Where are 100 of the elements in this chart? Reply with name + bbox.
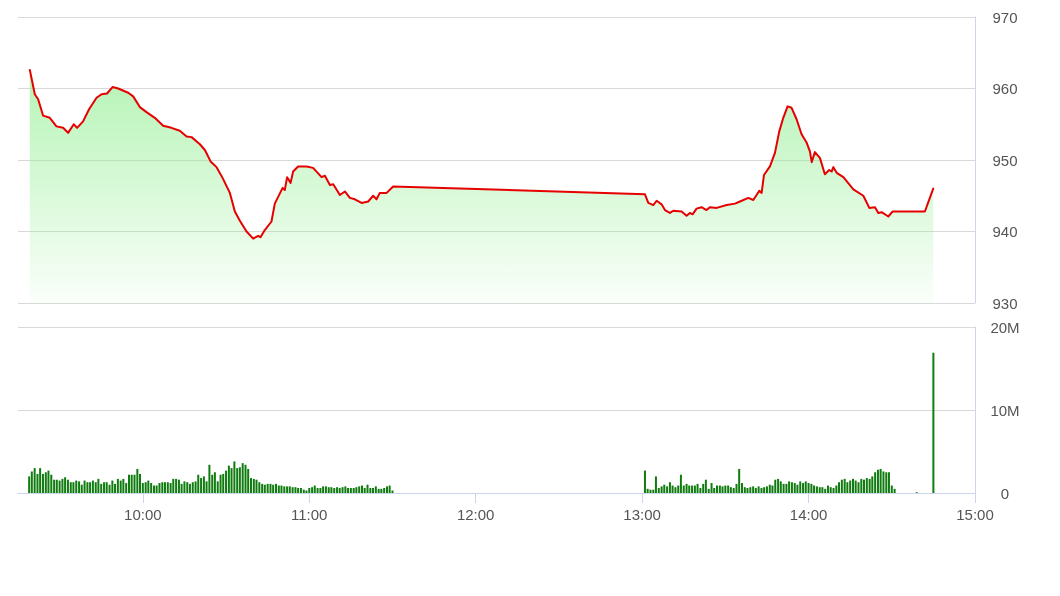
bar [738,468,741,493]
bar [807,483,810,493]
bar [100,483,103,493]
bar [144,482,147,493]
bar [835,485,838,493]
bar [832,488,835,493]
bar [283,486,286,493]
bar [280,485,283,493]
bar [169,483,172,493]
bar [876,469,879,493]
bar [319,488,322,493]
bar [219,474,222,493]
x-tick-label: 13:00 [623,506,661,523]
bar [72,482,75,493]
bar [388,485,391,493]
bar [893,488,896,493]
bar [874,472,877,493]
x-tick-label: 12:00 [456,506,495,523]
bar [932,352,935,493]
bar [97,478,100,493]
bar [327,487,330,493]
bar [696,483,699,493]
bar [654,476,657,493]
bar [233,461,236,493]
bar [344,486,347,493]
x-tick-label: 14:00 [789,506,828,523]
bar [44,472,47,493]
bar [666,486,669,493]
y-tick-label: 960 [992,80,1018,97]
bar [685,483,688,493]
bar [363,488,366,493]
bar [663,484,666,493]
bar [80,484,83,493]
bar [50,474,53,493]
bar [688,485,691,493]
bar [277,485,280,493]
bar [361,485,364,493]
bar [114,483,117,493]
bar [108,484,111,493]
bar [746,488,749,493]
bar [191,482,194,493]
x-tick-label: 11:00 [291,506,328,523]
bar [699,488,702,493]
bar [810,483,813,493]
bar [111,480,114,493]
bar [838,482,841,493]
bar [674,487,677,493]
bar [208,464,211,493]
bar [352,488,355,493]
bar [155,485,158,493]
bar [330,487,333,493]
bar [818,487,821,493]
bar [668,482,671,493]
bar [660,486,663,493]
bar [78,481,81,493]
bar [291,487,294,493]
bar [377,488,380,493]
bar [225,470,228,493]
y-tick-label: 10M [990,401,1020,419]
bar [871,476,874,493]
bar [760,488,763,493]
bar [749,487,752,493]
bar [358,486,361,493]
bar [180,483,183,493]
bar [244,464,247,493]
bar [854,480,857,493]
y-tick-label: 970 [992,8,1018,26]
bar [266,483,269,493]
bar [316,488,319,493]
bar [33,468,36,493]
bar [879,468,882,493]
bar [671,485,674,493]
bar [69,482,72,493]
bar [136,468,139,493]
bar [857,482,860,493]
bar [333,488,336,493]
bar [166,482,169,493]
x-tick-label: 10:00 [124,506,162,523]
bar [779,481,782,493]
bar [743,487,746,493]
bar [294,487,297,493]
bar [799,481,802,493]
bar [824,488,827,493]
bar [83,480,86,493]
bar [116,478,119,493]
bar [86,482,89,493]
bar [75,480,78,493]
bar [380,488,383,493]
x-tick-label: 15:00 [956,506,994,523]
bar [643,470,646,493]
bar [882,471,885,493]
bar [868,478,871,493]
bar [704,479,707,493]
bar [355,487,358,493]
bar [782,483,785,493]
bar [122,478,125,493]
bar [366,484,369,493]
bar [197,474,200,493]
bar [768,484,771,493]
bar [679,474,682,493]
